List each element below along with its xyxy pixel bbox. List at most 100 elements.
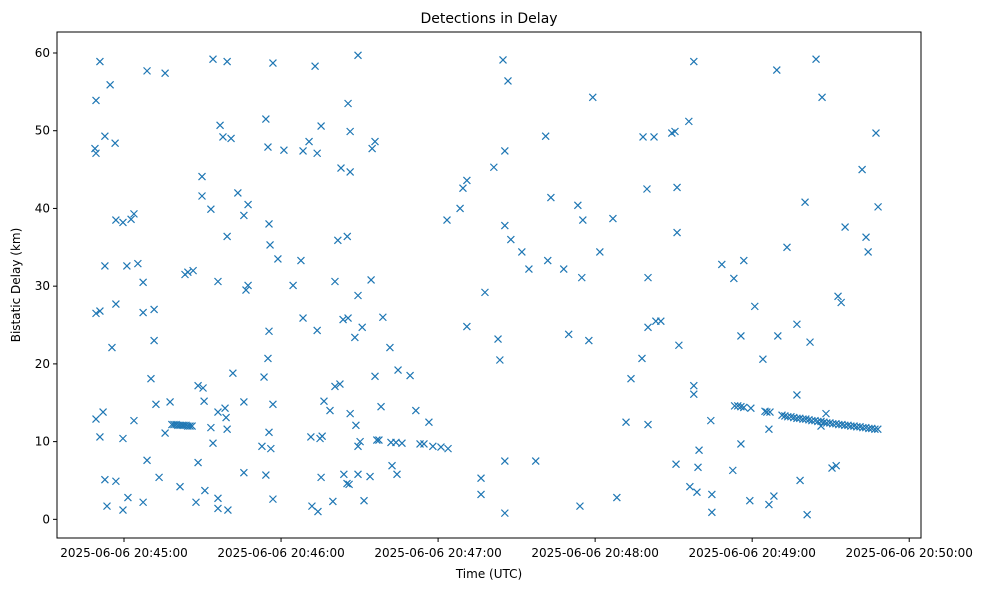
data-point: [261, 115, 270, 123]
data-point: [206, 205, 215, 214]
data-point: [339, 315, 348, 324]
data-point: [313, 326, 322, 335]
data-point: [707, 508, 716, 517]
data-point: [119, 218, 127, 227]
y-axis-label: Bistatic Delay (km): [9, 228, 23, 343]
x-tick-label: 2025-06-06 20:45:00: [60, 546, 187, 560]
data-point: [223, 506, 232, 514]
data-point: [693, 488, 701, 497]
data-point: [627, 374, 635, 383]
data-point: [416, 440, 424, 448]
data-point: [200, 397, 209, 406]
data-point: [108, 343, 116, 352]
data-point: [198, 172, 206, 181]
data-point: [265, 220, 273, 228]
data-point: [673, 228, 681, 237]
data-point: [745, 496, 754, 505]
data-point: [864, 248, 873, 256]
data-point: [817, 417, 825, 426]
data-point: [161, 69, 170, 78]
data-point: [354, 442, 362, 451]
data-point: [495, 356, 504, 364]
data-point: [371, 372, 379, 381]
data-point: [221, 404, 229, 413]
data-point: [504, 77, 512, 85]
data-point: [139, 278, 148, 287]
data-point: [541, 132, 550, 141]
data-point: [228, 369, 237, 378]
data-point: [124, 493, 132, 502]
data-point: [803, 510, 812, 519]
data-point: [244, 281, 252, 290]
data-point: [367, 276, 376, 284]
data-point: [239, 211, 248, 220]
data-point: [331, 382, 339, 391]
data-point: [339, 470, 348, 479]
data-point: [685, 482, 694, 491]
data-point: [239, 468, 248, 477]
data-point: [214, 494, 222, 503]
data-point: [828, 464, 836, 472]
data-point: [858, 165, 867, 174]
chart-title: Detections in Delay: [420, 11, 557, 27]
data-point: [358, 323, 367, 332]
data-point: [214, 408, 222, 417]
y-tick-label: 0: [42, 512, 50, 526]
data-point: [360, 496, 368, 505]
data-point: [456, 204, 465, 213]
data-point: [406, 371, 415, 380]
data-point: [209, 439, 217, 448]
data-point: [546, 193, 555, 202]
data-point: [531, 457, 540, 465]
data-point: [672, 460, 680, 469]
data-point: [500, 457, 509, 465]
data-point: [200, 486, 209, 495]
data-point: [92, 96, 100, 105]
x-tick-label: 2025-06-06 20:47:00: [374, 546, 501, 560]
data-point: [822, 409, 830, 418]
data-point: [186, 422, 194, 430]
data-point: [783, 243, 791, 252]
data-point: [317, 473, 326, 482]
data-point: [258, 442, 266, 451]
axis-ticks: 2025-06-06 20:45:00 2025-06-06 20:46:00 20…: [35, 46, 973, 560]
data-point: [139, 498, 148, 507]
data-point: [219, 133, 227, 141]
data-point: [344, 99, 352, 108]
y-tick-label: 10: [35, 435, 50, 449]
data-point: [194, 381, 203, 390]
data-point: [269, 400, 277, 409]
data-point: [766, 408, 774, 417]
data-point: [500, 221, 509, 230]
data-point: [462, 176, 471, 185]
data-point: [354, 470, 362, 479]
data-point: [351, 421, 360, 430]
data-point: [99, 408, 107, 417]
data-point: [111, 139, 120, 148]
data-point: [595, 248, 604, 256]
data-point: [506, 235, 515, 244]
data-point: [500, 146, 509, 155]
data-point: [152, 400, 160, 409]
data-point: [239, 398, 248, 406]
data-point: [517, 248, 526, 256]
data-point: [343, 479, 351, 488]
data-point: [223, 57, 232, 66]
data-point: [394, 366, 402, 375]
data-point: [368, 144, 377, 153]
data-point: [155, 473, 164, 482]
data-point: [127, 215, 135, 224]
data-point: [644, 323, 652, 332]
data-point: [684, 117, 693, 126]
data-point: [609, 214, 617, 223]
data-point: [366, 472, 374, 481]
y-tick-label: 30: [35, 279, 50, 293]
data-point: [269, 495, 277, 504]
data-point: [96, 57, 104, 66]
data-point: [577, 273, 586, 282]
data-point: [706, 416, 715, 425]
data-point: [707, 490, 716, 499]
data-point: [111, 216, 120, 225]
data-point: [100, 132, 109, 141]
data-point: [209, 55, 217, 64]
